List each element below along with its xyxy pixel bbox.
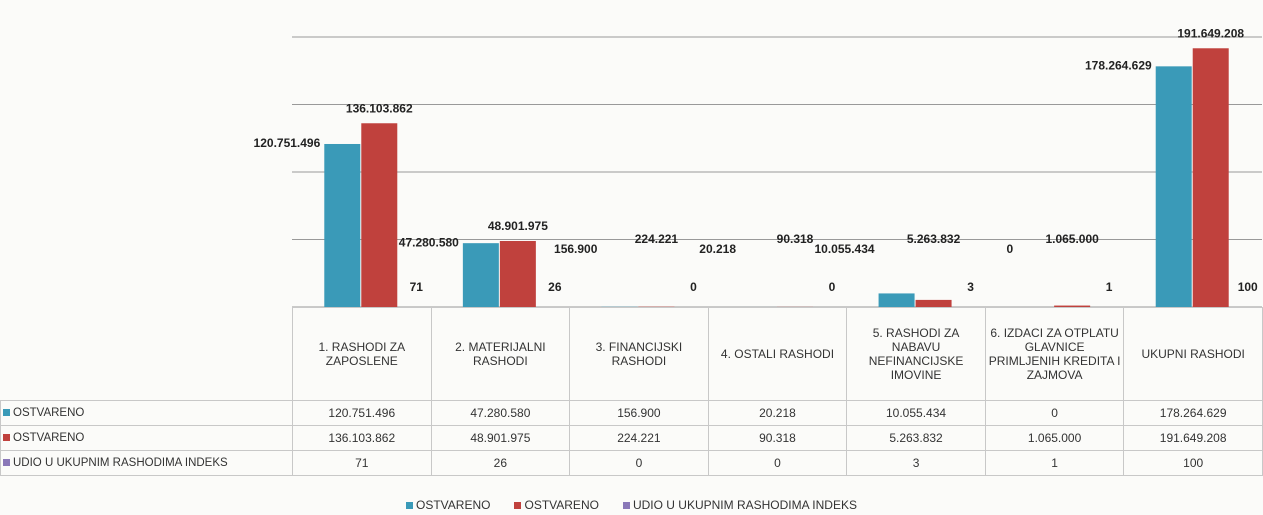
data-label: 3 [967,280,974,294]
bar [361,123,398,307]
row-header: OSTVARENO [0,400,293,426]
chart: 120.751.496 47.280.580 156.900 20.218 10.055… [254,26,1263,307]
table-cell: 3 [846,450,986,476]
swatch [406,502,414,509]
category-label: 4. OSTALI RASHODI [707,307,848,401]
data-label: 100 [1238,280,1258,294]
table-cell: 100 [1123,450,1263,476]
data-label: 0 [690,280,697,294]
data-label: 178.264.629 [1085,59,1152,73]
data-label: 136.103.862 [346,101,413,115]
legend-label: UDIO U UKUPNIM RASHODIMA INDEKS [632,498,857,512]
table-cell: 136.103.862 [292,425,432,451]
series-name: UDIO U UKUPNIM RASHODIMA INDEKS [13,457,228,469]
table-row: OSTVARENO 120.751.496 47.280.580 156.900 20.… [0,400,1263,426]
table-cell: 224.221 [569,425,709,451]
table-cell: 1.065.000 [984,425,1125,451]
legend-label: OSTVARENO [524,498,599,512]
table-row: OSTVARENO 136.103.862 48.901.975 224.221 90.… [0,425,1263,451]
row-header: OSTVARENO [0,425,293,451]
bar [1155,66,1192,307]
table-cell: 48.901.975 [430,425,571,451]
category-label: 2. MATERIJALNI RASHODI [430,307,571,401]
swatch [3,409,10,416]
data-label: 47.280.580 [399,235,459,249]
table-cell: 20.218 [707,400,848,426]
data-label: 1.065.000 [1045,232,1099,246]
bar [1192,48,1229,307]
table-cell: 90.318 [707,425,848,451]
bar [462,243,499,307]
corner-cell [1,308,293,401]
data-label: 10.055.434 [815,242,875,256]
category-label: 6. IZDACI ZA OTPLATU GLAVNICE PRIMLJENIH… [984,307,1125,401]
data-label: 20.218 [699,242,736,256]
bar [1054,305,1091,307]
header-row: 1. RASHODI ZA ZAPOSLENE 2. MATERIJALNI RA… [1,307,1263,401]
data-label: 5.263.832 [907,232,961,246]
data-label: 224.221 [635,232,679,246]
legend: OSTVARENO OSTVARENO UDIO U UKUPNIM RASHODI… [0,498,1263,512]
bar [324,143,361,307]
series-name: OSTVARENO [13,432,85,444]
bar [915,299,952,307]
swatch [622,502,630,509]
table-cell: 120.751.496 [292,400,432,426]
table-cell: 1 [984,450,1125,476]
legend-item: OSTVARENO [406,498,490,512]
category-label: 1. RASHODI ZA ZAPOSLENE [292,307,432,401]
data-label: 26 [548,280,562,294]
table-cell: 0 [569,450,709,476]
category-label: UKUPNI RASHODI [1123,307,1263,401]
data-label: 120.751.496 [254,136,321,150]
legend-item: OSTVARENO [514,498,599,512]
data-label: 71 [410,280,424,294]
bar [499,240,536,307]
table-row: UDIO U UKUPNIM RASHODIMA INDEKS 71 26 0 0 3 1 1… [0,450,1263,476]
row-header: UDIO U UKUPNIM RASHODIMA INDEKS [0,450,293,476]
data-label: 0 [1006,242,1013,256]
legend-item: UDIO U UKUPNIM RASHODIMA INDEKS [622,498,857,512]
table-cell: 47.280.580 [430,400,571,426]
data-label: 156.900 [554,242,598,256]
table-cell: 178.264.629 [1123,400,1263,426]
category-label: 5. RASHODI ZA NABAVU NEFINANCIJSKE IMOVI… [846,307,986,401]
table-cell: 26 [430,450,571,476]
legend-label: OSTVARENO [416,498,491,512]
table-cell: 0 [707,450,848,476]
data-label: 90.318 [777,232,814,246]
swatch [3,434,10,441]
table-cell: 10.055.434 [846,400,986,426]
table-cell: 71 [292,450,432,476]
data-table: 1. RASHODI ZA ZAPOSLENE 2. MATERIJALNI RA… [0,307,1263,476]
category-label: 3. FINANCIJSKI RASHODI [569,307,709,401]
table-cell: 5.263.832 [846,425,986,451]
data-label: 0 [829,280,836,294]
table-cell: 191.649.208 [1123,425,1263,451]
data-label: 1 [1106,280,1113,294]
swatch [3,459,10,466]
series-name: OSTVARENO [13,407,85,419]
data-label: 48.901.975 [488,219,548,233]
table-cell: 156.900 [569,400,709,426]
table-cell: 0 [984,400,1125,426]
swatch [514,502,522,509]
bar [878,293,915,307]
data-label: 191.649.208 [1177,26,1244,40]
